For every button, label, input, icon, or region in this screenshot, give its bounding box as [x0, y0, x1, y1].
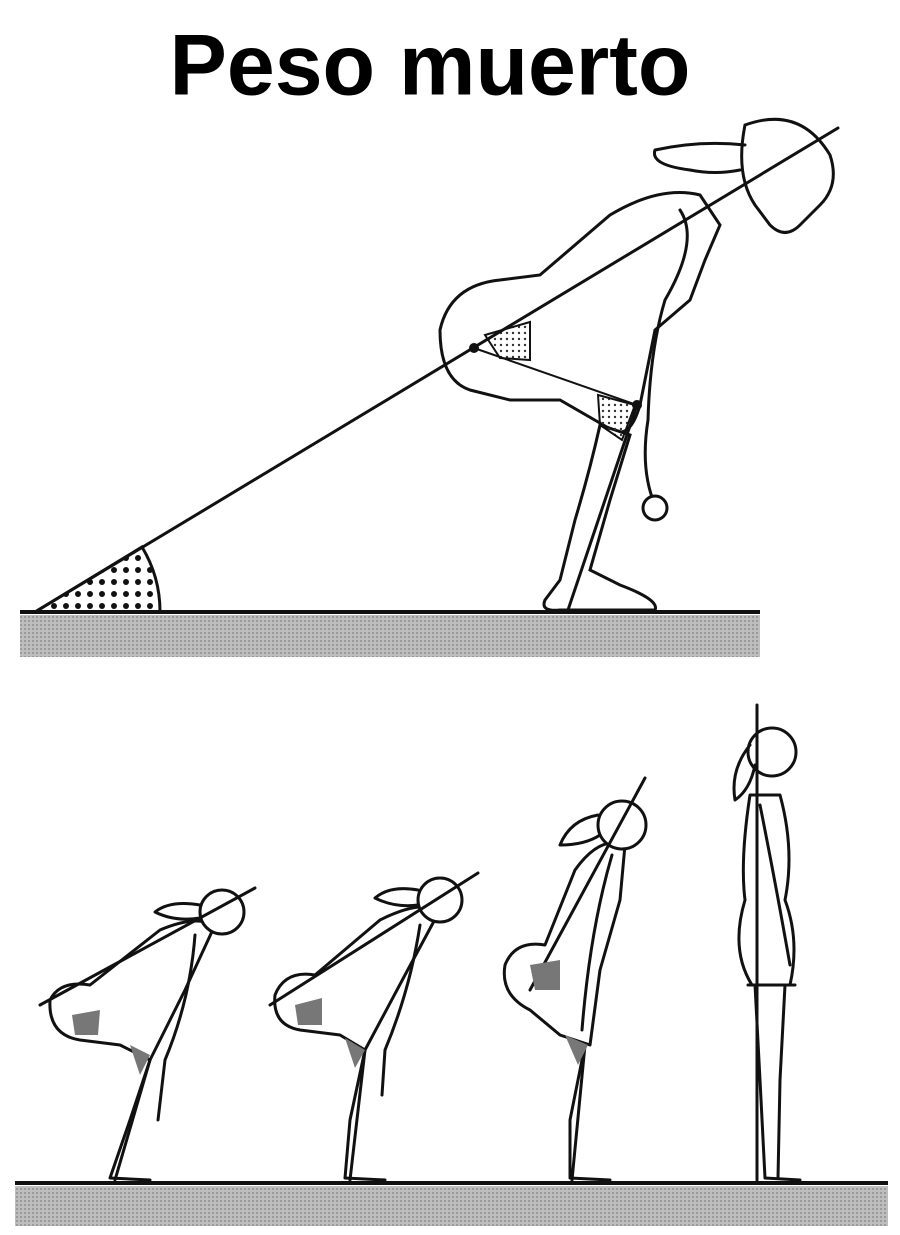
arm [643, 208, 689, 507]
figure-2 [268, 871, 480, 1182]
trunk-line [33, 126, 840, 614]
hip-shade [483, 320, 531, 362]
torso [438, 191, 722, 434]
shin-line [566, 403, 639, 612]
figure-3 [502, 776, 648, 1182]
figure-4 [732, 703, 802, 1182]
figure-1 [38, 886, 257, 1182]
hand [641, 494, 669, 522]
knee-joint [632, 400, 642, 410]
floor [20, 615, 760, 657]
sequence [15, 703, 888, 1226]
ponytail [652, 141, 747, 174]
knee-shade [596, 393, 637, 442]
title: Peso muerto [170, 18, 691, 114]
thigh-line [473, 347, 638, 406]
head [740, 117, 835, 234]
floor [15, 1186, 888, 1226]
hip-joint [469, 343, 479, 353]
main-figure [20, 117, 840, 657]
